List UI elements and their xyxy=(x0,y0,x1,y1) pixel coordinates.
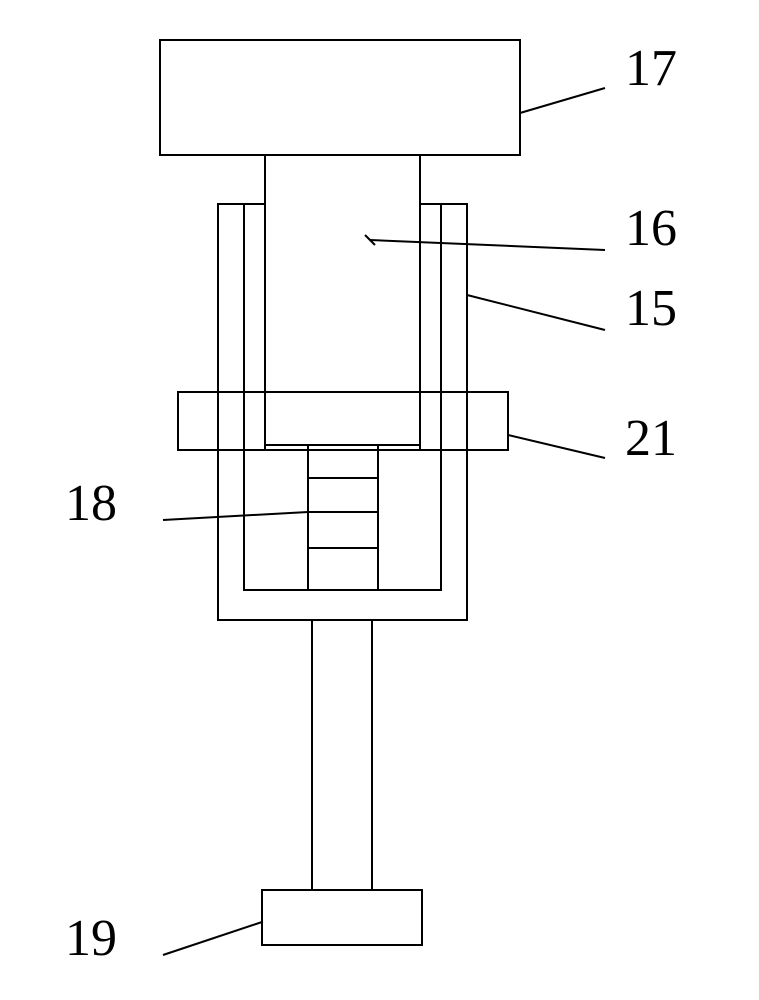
label-15: 15 xyxy=(625,280,677,337)
label-16: 16 xyxy=(625,200,677,257)
label-17: 17 xyxy=(625,40,677,97)
label-21: 21 xyxy=(625,410,677,467)
mechanical-diagram: 17 16 15 21 18 19 xyxy=(0,0,759,1000)
label-18: 18 xyxy=(65,475,117,532)
label-19: 19 xyxy=(65,910,117,967)
